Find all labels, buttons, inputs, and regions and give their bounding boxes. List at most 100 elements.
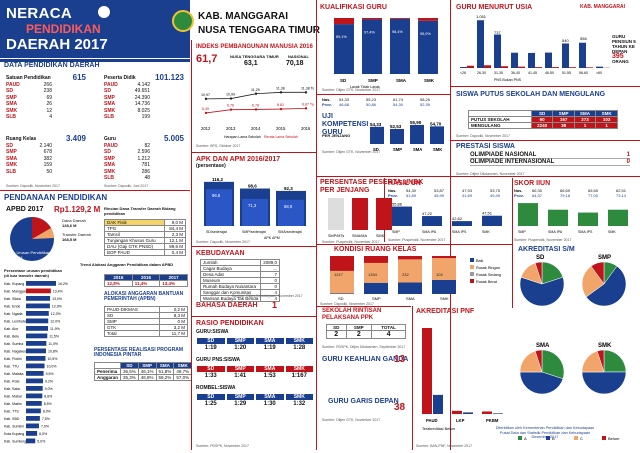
bar xyxy=(518,203,538,226)
table-value: 46,1% xyxy=(137,368,157,375)
source-note: Sumber: Puspendik, November 2017 xyxy=(514,238,572,242)
group-label: SMK xyxy=(433,147,442,152)
stat-key: PAUD xyxy=(6,81,20,88)
stat-value: 2.140 xyxy=(39,142,52,149)
divider xyxy=(0,190,190,191)
bar-category: Kab. Kupang xyxy=(4,282,24,286)
pie-slice xyxy=(519,371,564,395)
section-bar xyxy=(0,59,190,62)
title-line-1: NERACA xyxy=(6,5,72,22)
stat-value: 678 xyxy=(43,149,52,155)
pie-slice xyxy=(581,265,605,298)
harapan-label: 10,99 xyxy=(226,93,235,97)
kondisi-label: 104 xyxy=(436,272,443,277)
kondisi-segment xyxy=(398,259,422,283)
bar-category: Kab. Sumteng xyxy=(4,440,26,444)
row-value: 53,87 xyxy=(434,188,445,193)
harapan-label: 11,38 Tahun xyxy=(301,86,314,90)
row-value: 55,23 xyxy=(366,97,377,102)
stat-value: 14.736 xyxy=(134,101,150,107)
pie-title: SD xyxy=(536,255,545,261)
bar xyxy=(26,356,46,361)
legend-item: Layak Tidak Layak xyxy=(350,85,380,88)
bar-label: 7,0% xyxy=(41,425,49,429)
bar-category: Kab. Sumba xyxy=(4,342,23,346)
divider xyxy=(450,0,451,450)
group-label: SD xyxy=(373,147,379,152)
ratio-head-cell: SD xyxy=(196,337,226,345)
rincian-title: Rincian Dana Transfer Daerah Bidang pend… xyxy=(104,206,176,216)
divider xyxy=(317,244,513,245)
usia-title: GURU MENURUT USIA xyxy=(456,4,533,11)
bar-label: 10,0% xyxy=(47,365,57,369)
bar-category: Kab. Lembata xyxy=(4,320,26,324)
row-value: 47,93 xyxy=(462,188,473,193)
legend-item: Rerata Lama Sekolah xyxy=(264,135,298,139)
pip-table: SD SMP SMA SMK Penerima 36,5% 46,1% 51,8% 49,7% A… xyxy=(93,362,193,381)
source-note: Sumber: Puspendik, November 2017 xyxy=(388,238,446,242)
stat-key: SD xyxy=(6,142,13,149)
divider xyxy=(412,306,413,450)
apk-label: 116,2 xyxy=(212,177,224,182)
bar-category: Kota Kupang xyxy=(4,432,24,436)
ukg-label: 54,33 xyxy=(370,122,382,127)
bar-category: Kab. Manggarai xyxy=(4,290,29,294)
pns-bar xyxy=(460,67,467,68)
apk-subtitle: (persentase) xyxy=(196,163,226,169)
pie-slice xyxy=(585,265,627,307)
bar-category: Kab. TTS xyxy=(4,410,19,414)
stat-value: 82 xyxy=(144,142,150,149)
bar-category: Kab. Sumtim xyxy=(4,425,24,429)
table-key: Total xyxy=(104,330,160,337)
apm-label: 71,3 xyxy=(248,203,257,208)
row-value: 66,30 xyxy=(532,188,543,193)
bantuan-title: ALOKASI ANGGARAN BANTUAN PEMERINTAH (APB… xyxy=(104,291,184,302)
stat-row: SMP 678 xyxy=(6,149,52,156)
bar-category: Kab. Sabu xyxy=(4,387,20,391)
layak-bar xyxy=(418,20,438,74)
pie-slice xyxy=(603,349,627,373)
group-label: SD/sederajat xyxy=(206,230,227,234)
group-label: SMA IPA xyxy=(548,230,563,234)
group-label: SMK xyxy=(608,230,616,234)
rasio-title: RASIO PENDIDIKAN xyxy=(196,320,264,327)
stat-key: PAUD xyxy=(104,81,118,88)
pns-bar xyxy=(596,66,603,68)
legend-swatch xyxy=(602,436,606,440)
pensiun-note: GURU PENSIUN 5 TAHUN KE DEPAN 395 ORANG xyxy=(612,34,638,64)
stat-value: 69 xyxy=(46,94,52,101)
garis-depan-value: 38 xyxy=(394,402,406,413)
group-label: SD xyxy=(338,296,344,300)
tren-value: 12,8% xyxy=(104,280,133,287)
non-urusan-block: Non Urusan Pendidikan 832,1 M xyxy=(8,250,50,260)
bar xyxy=(26,341,47,346)
stat-row: SD 2.140 xyxy=(6,143,52,150)
ruang-total: 3.409 xyxy=(65,134,86,143)
kondisi-segment xyxy=(330,256,354,271)
row-label: Prov. xyxy=(322,102,332,107)
group-label: SMA/sederajat xyxy=(278,230,302,234)
ukg-bar xyxy=(410,124,424,144)
non-pns-bar xyxy=(569,67,576,68)
harapan-label: 11,38 xyxy=(276,86,285,90)
layak-bar xyxy=(362,19,382,74)
bar xyxy=(26,311,49,316)
bar-category: Kab. Mabar xyxy=(4,395,23,399)
source-note: Sumber: Ditjen Dikdasmen, November 2017 xyxy=(456,172,525,176)
table-row: MENGULANG 2240 38 1 1 xyxy=(468,122,618,129)
ukg-table: Nas. 54,33 55,23 61,74 58,26 Prov. 46,68 50,86… xyxy=(322,97,446,107)
pie-transfer xyxy=(32,217,51,239)
kondisi-segment xyxy=(364,256,388,263)
pie-slice xyxy=(596,349,605,373)
row-value: 66,69 xyxy=(560,188,571,193)
ruang-label: Ruang Kelas xyxy=(6,136,37,142)
corner-label: KAB. MANGGARAI xyxy=(580,4,625,10)
harapan-label: 10,97 xyxy=(201,93,210,97)
rintisan-value: 2 xyxy=(326,330,347,339)
tren-value: 13,4% xyxy=(159,280,188,287)
row-value: 52,39 xyxy=(420,102,431,107)
group-label: SMA IPS xyxy=(578,230,593,234)
ratio-value: 1:30 xyxy=(263,401,276,407)
pie-dana-daerah xyxy=(32,228,54,239)
row-value: 58,26 xyxy=(420,97,431,102)
